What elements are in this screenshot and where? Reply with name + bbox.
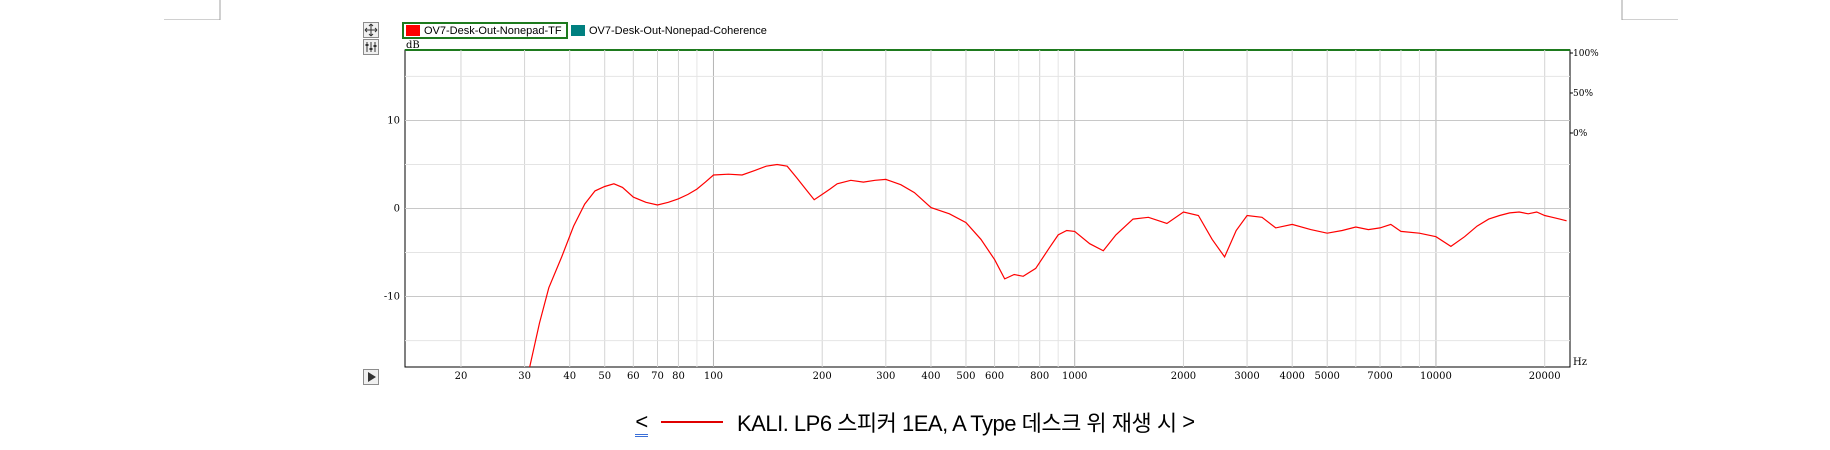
x-tick-label: 40 [563, 371, 576, 382]
x-tick-label: 20 [455, 371, 468, 382]
x-tick-label: 60 [627, 371, 640, 382]
x-tick-label: 2000 [1171, 371, 1196, 382]
x-tick-label: 80 [672, 371, 685, 382]
y-axis-unit: dB [406, 40, 420, 51]
x-tick-label: 70 [651, 371, 664, 382]
x-tick-label: 10000 [1420, 371, 1452, 382]
x-tick-label: 50 [598, 371, 611, 382]
x-tick-label: 7000 [1367, 371, 1392, 382]
x-tick-label: 1000 [1062, 371, 1087, 382]
x-tick-label: 600 [985, 371, 1004, 382]
play-icon[interactable] [363, 369, 379, 385]
x-tick-label: 400 [921, 371, 940, 382]
corner-mark-right [1621, 0, 1678, 20]
x-tick-label: 20000 [1529, 371, 1561, 382]
x-tick-label: 800 [1030, 371, 1049, 382]
legend-label-coherence: OV7-Desk-Out-Nonepad-Coherence [589, 24, 767, 37]
right-axis-tick-label: 50% [1573, 89, 1593, 99]
frequency-response-chart: 20 30 40 50 60 70 80 100 200 300 400 500 600 800 1000 2… [384, 40, 1599, 382]
right-axis-tick-label: 0% [1573, 129, 1588, 139]
y-tick-label: -10 [384, 292, 400, 303]
move-icon[interactable] [363, 22, 379, 38]
legend-swatch-coherence [571, 25, 585, 36]
caption-line-swatch [661, 421, 724, 423]
adjust-icon[interactable] [363, 39, 379, 55]
y-tick-label: 10 [387, 115, 400, 126]
caption-close: > [1182, 409, 1195, 434]
x-tick-label: 4000 [1279, 371, 1304, 382]
x-tick-label: 30 [518, 371, 531, 382]
y-tick-label: 0 [394, 204, 400, 215]
x-tick-label: 200 [813, 371, 832, 382]
x-tick-label: 5000 [1314, 371, 1339, 382]
right-axis-tick-label: 100% [1573, 49, 1599, 59]
legend-swatch-tf [406, 25, 420, 36]
x-tick-label: 100 [704, 371, 723, 382]
legend-item-coherence[interactable]: OV7-Desk-Out-Nonepad-Coherence [571, 22, 767, 39]
caption-open: < [635, 409, 648, 437]
legend-item-tf[interactable]: OV7-Desk-Out-Nonepad-TF [402, 22, 568, 39]
figure-caption: < KALI. LP6 스피커 1EA, A Type 데스크 위 재생 시 > [0, 406, 1830, 438]
series-line-0 [529, 163, 1567, 367]
caption-text: KALI. LP6 스피커 1EA, A Type 데스크 위 재생 시 [737, 411, 1177, 436]
x-tick-label: 500 [956, 371, 975, 382]
x-tick-label: 3000 [1234, 371, 1259, 382]
x-tick-label: 300 [876, 371, 895, 382]
legend-label-tf: OV7-Desk-Out-Nonepad-TF [424, 24, 562, 37]
corner-mark-left [164, 0, 221, 20]
x-axis-unit: Hz [1573, 357, 1587, 368]
